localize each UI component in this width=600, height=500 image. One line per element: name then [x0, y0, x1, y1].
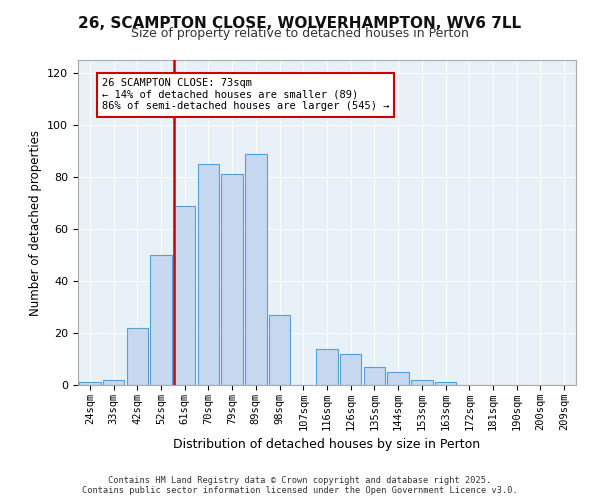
Y-axis label: Number of detached properties: Number of detached properties — [29, 130, 41, 316]
X-axis label: Distribution of detached houses by size in Perton: Distribution of detached houses by size … — [173, 438, 481, 452]
Text: 26 SCAMPTON CLOSE: 73sqm
← 14% of detached houses are smaller (89)
86% of semi-d: 26 SCAMPTON CLOSE: 73sqm ← 14% of detach… — [102, 78, 389, 112]
Text: Contains HM Land Registry data © Crown copyright and database right 2025.
Contai: Contains HM Land Registry data © Crown c… — [82, 476, 518, 495]
Bar — [245, 154, 266, 385]
Bar — [316, 348, 338, 385]
Bar — [269, 315, 290, 385]
Bar — [79, 382, 101, 385]
Bar — [127, 328, 148, 385]
Bar — [388, 372, 409, 385]
Bar — [411, 380, 433, 385]
Text: Size of property relative to detached houses in Perton: Size of property relative to detached ho… — [131, 28, 469, 40]
Bar — [151, 255, 172, 385]
Bar — [340, 354, 361, 385]
Bar — [221, 174, 243, 385]
Bar — [174, 206, 196, 385]
Bar — [435, 382, 456, 385]
Bar — [364, 367, 385, 385]
Bar — [103, 380, 124, 385]
Text: 26, SCAMPTON CLOSE, WOLVERHAMPTON, WV6 7LL: 26, SCAMPTON CLOSE, WOLVERHAMPTON, WV6 7… — [79, 16, 521, 31]
Bar — [198, 164, 219, 385]
